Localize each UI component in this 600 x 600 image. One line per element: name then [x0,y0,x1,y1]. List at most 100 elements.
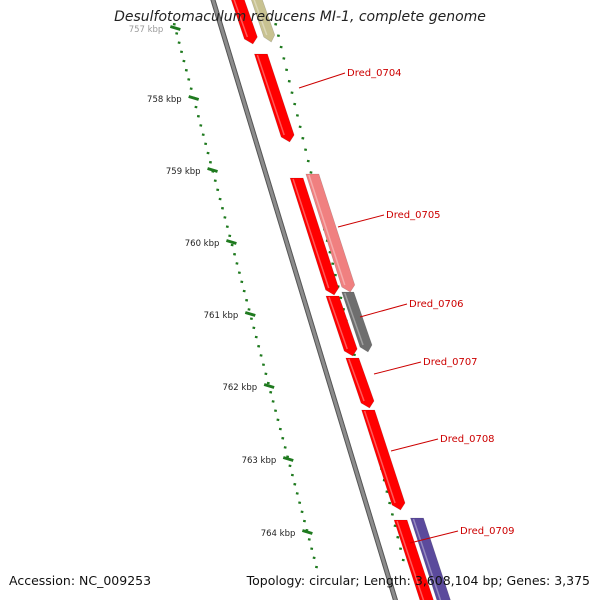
scale-dot [242,289,246,293]
scale-dot [240,280,244,284]
outer-track-dot [301,136,305,140]
scale-label: 760 kbp [185,239,220,249]
outer-track-dot [393,524,397,528]
scale-dot [288,464,292,468]
outer-track-dot [401,558,405,562]
genome-title: Desulfotomaculum reducens MI-1, complete… [114,9,486,25]
outer-track-dot [396,535,400,539]
gene-feature-dred-0704[interactable] [254,53,295,143]
scale-dot [182,59,186,63]
scale-dot [261,363,265,366]
outer-track-dot [282,57,286,60]
scale-dot [290,473,294,477]
scale-label: 762 kbp [222,383,257,393]
scale-major-tick [282,456,294,462]
scale-dot [314,565,319,569]
gene-feature-purple[interactable] [410,517,451,600]
outer-track-dot [385,490,389,493]
gene-feature-dred-0705[interactable] [289,177,340,296]
gene-feature-dred-0707[interactable] [345,357,375,409]
outer-track-dot [287,79,291,83]
outer-track-dot [339,296,343,300]
scale-dot [172,22,176,26]
scale-dot [233,252,237,256]
scale-dot [216,188,220,192]
scale-major-tick [244,311,256,317]
scale-dot [302,519,306,523]
scale-dot [230,243,234,247]
scale-dot [175,32,179,35]
scale-dot [312,556,316,560]
backbone-line [211,0,397,600]
gene-label-dred-0709[interactable]: Dred_0709 [460,526,515,537]
scale-label: 758 kbp [147,95,182,105]
scale-dot [264,372,268,376]
scale-label: 759 kbp [166,167,201,177]
scale-dot [283,446,287,449]
scale-labels: 757 kbp 758 kbp 759 kbp 760 kbp 761 kbp 762 k… [129,25,313,539]
scale-dot [187,78,191,81]
outer-track-dot [306,159,310,163]
gene-feature-dred-0706[interactable] [325,295,358,357]
scale-label: 764 kbp [261,529,296,539]
scale-dot [254,335,258,339]
outer-track-dot [399,547,403,550]
gene-feature-gray[interactable] [341,291,373,353]
scale-dot [266,381,270,385]
scale-dot [206,151,210,155]
gene-feature-olive[interactable] [248,0,276,43]
gene-feature-pink-highlight [308,174,346,286]
scale-dot [271,400,275,403]
scale-major-tick [301,529,313,535]
gene-feature-top-highlight [233,0,249,38]
scale-dot [225,225,229,228]
gene-label-dred-0708[interactable]: Dred_0708 [440,434,495,445]
gene-feature-purple-highlight [412,518,442,600]
gene-label-leader [337,214,385,228]
gene-label-dred-0704[interactable]: Dred_0704 [347,68,402,79]
gene-label-dred-0707[interactable]: Dred_0707 [423,357,478,368]
scale-dot [184,68,188,72]
outer-track-dot [293,102,297,106]
gene-feature-dred-0707-highlight [348,358,365,402]
gene-feature-dred-0708-highlight [363,410,396,504]
gene-label-leader [409,530,459,544]
scale-dot [247,308,251,311]
outer-track-dot [331,262,335,265]
gene-label-dred-0706[interactable]: Dred_0706 [409,299,464,310]
scale-dot [276,418,280,422]
scale-dot [269,390,273,394]
scale-dot [249,317,253,320]
gene-label-leader [390,438,439,452]
scale-major-tick [225,239,237,245]
gene-label-dred-0705[interactable]: Dred_0705 [386,210,441,221]
scale-major-tick [188,95,200,101]
scale-dot [228,234,232,238]
scale-label: 757 kbp [129,25,164,35]
outer-track-dot [298,125,302,129]
scale-dot [281,436,285,440]
genome-backbone [210,0,399,600]
gene-features[interactable] [228,0,451,600]
scale-dot [293,482,297,486]
gene-feature-top[interactable] [228,0,258,45]
scale-label: 761 kbp [204,311,239,321]
outer-track-dot [279,45,283,49]
outer-track-dot [285,68,289,72]
outer-track-dot [274,22,278,26]
gene-feature-pink[interactable] [305,173,356,293]
scale-dot [220,206,225,210]
scale-dot [257,344,261,348]
scale-dot [235,262,239,265]
gene-labels[interactable]: Dred_0704 Dred_0705 Dred_0706 Dred_0707 Dred… [298,68,515,544]
scale-dot [307,538,311,541]
scale-dot [201,133,205,136]
scale-label: 763 kbp [242,456,277,466]
scale-dot [310,547,314,550]
gene-feature-dred-0709[interactable] [393,519,434,600]
scale-major-tick [263,383,275,389]
gene-feature-dred-0708[interactable] [361,409,406,511]
outer-track-dot [304,148,308,151]
